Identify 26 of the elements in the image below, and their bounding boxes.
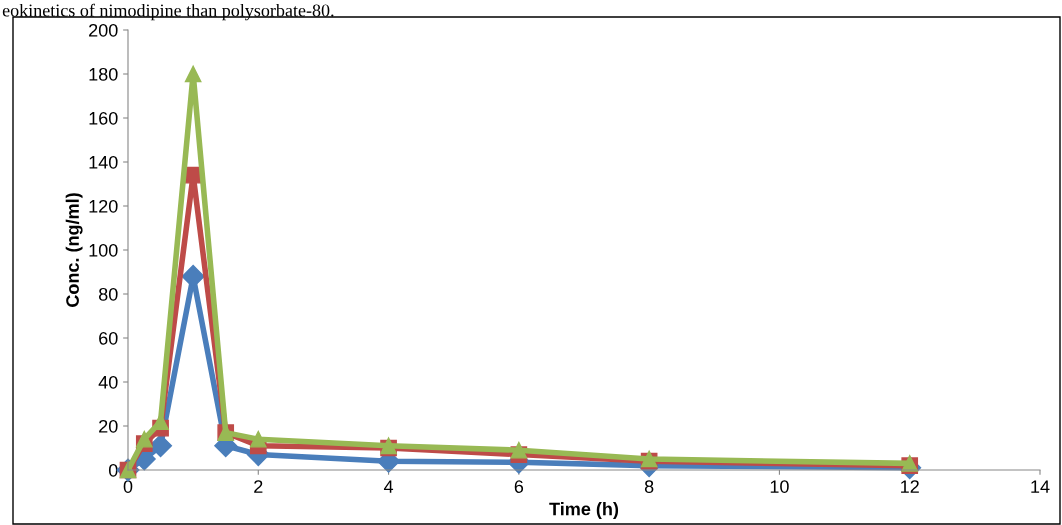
y-tick-label: 200 — [89, 23, 118, 37]
x-tick-label: 8 — [644, 480, 654, 493]
x-tick-label: 10 — [770, 480, 789, 493]
y-axis-title: Conc. (ng/ml) — [65, 193, 83, 307]
y-tick-label: 180 — [89, 67, 118, 81]
y-tick-label: 0 — [108, 463, 118, 477]
y-tick-label: 100 — [89, 243, 118, 257]
point — [181, 264, 205, 288]
x-axis-title: Time (h) — [549, 502, 619, 519]
x-tick-label: 0 — [123, 480, 133, 493]
x-tick-label: 12 — [901, 480, 919, 493]
y-tick-label: 140 — [89, 155, 118, 169]
point — [249, 430, 267, 448]
y-tick-label: 120 — [89, 199, 118, 213]
point — [510, 441, 528, 459]
point — [135, 430, 153, 448]
y-tick-label: 80 — [98, 287, 118, 301]
x-tick-label: 4 — [383, 480, 394, 493]
x-tick-label: 14 — [1031, 480, 1050, 493]
y-tick-label: 60 — [99, 331, 118, 345]
x-tick-label: 2 — [254, 480, 263, 493]
point — [184, 65, 202, 83]
y-tick-label: 40 — [98, 375, 118, 389]
y-tick-label: 20 — [99, 419, 118, 433]
y-tick-label: 160 — [89, 111, 118, 125]
x-tick-label: 6 — [514, 480, 524, 493]
